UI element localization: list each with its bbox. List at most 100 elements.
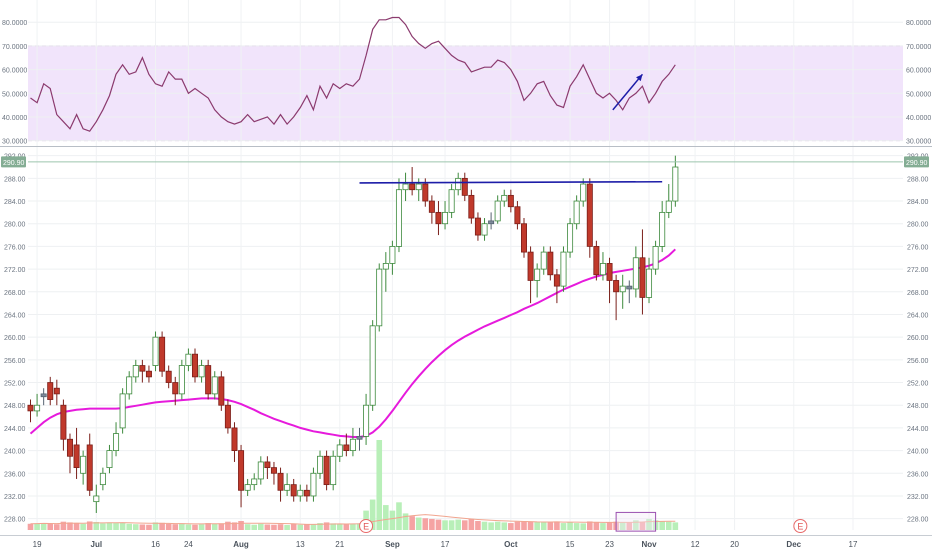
x-axis-tick-label: 17: [849, 540, 858, 549]
candle-body: [547, 251, 554, 276]
candle-body: [303, 489, 310, 497]
price-y-tick-right: 268.00: [907, 290, 929, 297]
candle-body: [264, 461, 271, 469]
moving-average-line: [29, 248, 676, 438]
price-y-tick-left: 236.00: [4, 471, 26, 478]
rsi-arrow-head-icon: [636, 74, 643, 82]
volume-bar: [422, 518, 429, 530]
volume-bar: [198, 524, 205, 530]
x-axis-tick-label: Aug: [233, 540, 249, 549]
candle-body: [34, 404, 41, 412]
candle-body: [521, 223, 528, 253]
volume-bar: [93, 521, 100, 530]
rsi-y-tick-left: 40.0000: [2, 115, 27, 122]
volume-bar: [665, 521, 672, 530]
candle-body: [191, 353, 198, 378]
volume-bar: [402, 513, 409, 530]
price-y-tick-left: 256.00: [4, 358, 26, 365]
candle-body: [86, 444, 93, 491]
volume-bar: [376, 440, 383, 530]
rsi-y-tick-right: 60.0000: [906, 68, 931, 75]
x-axis-tick-label: Dec: [786, 540, 801, 549]
volume-bar: [139, 524, 146, 530]
last-price-badge-left: [1, 156, 26, 168]
volume-highlight-box: [615, 511, 657, 532]
price-y-tick-left: 232.00: [4, 494, 26, 501]
candle-body: [270, 467, 277, 474]
volume-bar: [547, 521, 554, 530]
volume-bar: [455, 519, 461, 530]
volume-bar: [593, 521, 600, 530]
candle-body: [599, 263, 606, 276]
candle-body: [560, 251, 567, 287]
price-y-tick-right: 280.00: [907, 222, 929, 229]
volume-bar: [461, 520, 468, 530]
x-axis-tick-label: 17: [441, 540, 450, 549]
volume-bar: [494, 521, 501, 530]
volume-bar: [567, 522, 573, 530]
price-y-tick-left: 252.00: [4, 381, 26, 388]
volume-bar: [560, 523, 567, 530]
volume-bar: [152, 522, 159, 530]
volume-bar: [297, 524, 304, 530]
volume-bar: [415, 517, 422, 530]
candle-body: [178, 365, 185, 395]
price-y-tick-right: 284.00: [907, 199, 929, 206]
volume-bar: [211, 523, 218, 530]
candle-body: [80, 455, 87, 474]
price-y-tick-right: 276.00: [907, 244, 929, 251]
candle-body: [93, 495, 100, 503]
volume-bar: [369, 499, 376, 530]
volume-bar: [383, 505, 389, 530]
volume-bar: [100, 523, 106, 530]
x-axis-tick-label: 19: [33, 540, 42, 549]
volume-bar: [600, 523, 606, 530]
candle-body: [646, 268, 653, 298]
candle-body: [468, 194, 475, 219]
candle-body: [409, 183, 416, 191]
candle-body: [494, 200, 501, 222]
candle-body: [626, 285, 633, 290]
volume-average-line: [30, 514, 676, 525]
x-axis-tick-label: 16: [151, 540, 160, 549]
volume-bar: [119, 522, 126, 530]
x-axis-tick-label: 24: [184, 540, 193, 549]
volume-bar: [508, 523, 514, 530]
rsi-y-tick-left: 30.0000: [2, 139, 27, 146]
volume-bar: [336, 524, 343, 530]
candle-body: [369, 325, 376, 406]
rsi-y-tick-right: 40.0000: [906, 115, 931, 122]
price-y-tick-right: 228.00: [907, 517, 929, 524]
candle-body: [389, 246, 396, 264]
volume-bar: [435, 519, 442, 530]
candle-body: [606, 263, 613, 281]
price-y-tick-left: 244.00: [4, 426, 26, 433]
candle-body: [172, 382, 179, 395]
volume-bar: [501, 522, 508, 530]
volume-bar: [40, 523, 47, 530]
candle-body: [514, 206, 521, 225]
candle-body: [474, 217, 481, 236]
price-y-tick-right: 264.00: [907, 312, 929, 319]
volume-bar: [290, 523, 297, 530]
volume-bar: [448, 520, 455, 530]
rsi-y-tick-left: 50.0000: [2, 91, 27, 98]
volume-bar: [277, 524, 284, 530]
price-y-tick-left: 284.00: [4, 199, 26, 206]
candle-body: [501, 194, 508, 202]
volume-bar: [251, 524, 258, 530]
volume-bar: [264, 524, 271, 530]
price-y-tick-left: 228.00: [4, 517, 26, 524]
price-y-tick-right: 260.00: [907, 335, 929, 342]
candle-body: [205, 365, 212, 395]
candle-layer: [27, 155, 679, 513]
x-axis-tick-label: 13: [296, 540, 305, 549]
candle-body: [639, 257, 646, 298]
volume-bar: [646, 518, 652, 530]
volume-bar: [106, 522, 113, 530]
volume-bar: [271, 524, 277, 530]
rsi-y-tick-left: 80.0000: [2, 20, 27, 27]
